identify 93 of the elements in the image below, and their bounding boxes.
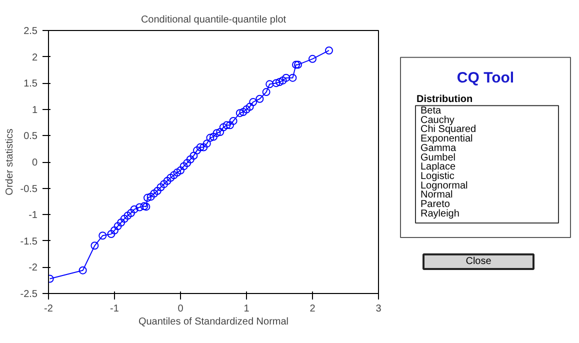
text: Lognormal [420,180,468,192]
point [153,186,162,195]
point [173,168,182,177]
x-tick-label: -1 [110,304,120,314]
point [90,242,99,250]
point [278,76,287,84]
y-tick-label: -1 [28,210,38,222]
point [222,121,231,130]
chart-title: Conditional quantile-quantile plot [140,14,286,26]
text: Gamma [420,142,456,154]
point [262,88,270,96]
point [144,194,152,202]
text: CQ Tool [456,70,514,87]
point [193,146,201,154]
y-tick-label: 0 [32,158,38,168]
x-tick-label: -2 [44,304,54,314]
point [249,98,258,106]
text: Exponential [420,134,473,145]
point [219,123,228,132]
point [156,183,165,192]
point [236,109,244,118]
x-tick-label: 3 [376,304,382,314]
point [288,74,297,82]
point [142,202,150,211]
text: Close [466,256,492,268]
y-axis-title: Order statistics [4,128,16,196]
y-tick-label: 2.5 [24,26,38,37]
point [163,176,172,185]
point [196,143,204,152]
y-tick-label: -0.5 [20,184,38,195]
text: Laplace [420,162,456,173]
x-axis-title: Quantiles of Standardized Normal [138,316,289,328]
text: Distribution [416,94,473,106]
text: Chi Squared [420,124,476,136]
y-tick-label: 1 [32,104,38,116]
point [180,162,188,170]
point [127,209,135,218]
point [160,180,168,188]
point [308,54,316,63]
point [190,152,198,160]
x-tick-label: 1 [244,304,250,314]
point [202,140,211,148]
point [176,166,184,174]
point [212,129,221,138]
y-tick-label: 1.5 [24,78,38,90]
point [229,116,238,125]
y-tick-label: -2 [28,262,38,274]
point [130,205,138,214]
point [110,226,118,234]
point [272,79,280,88]
point [114,222,122,230]
point [206,134,214,142]
point [216,128,224,136]
point [210,132,218,141]
y-tick-label: -1.5 [20,236,38,248]
point [78,266,87,274]
point [183,159,192,168]
text: Gumbel [420,152,456,164]
point [186,155,194,164]
point [239,108,248,116]
y-tick-label: 2 [32,52,38,64]
y-tick-label: -2.5 [20,289,38,300]
point [282,74,290,82]
point [256,94,264,103]
point [226,121,234,130]
x-tick-label: 2 [310,304,316,314]
text: Rayleigh [420,208,460,220]
point [242,105,250,114]
text: Normal [420,190,453,201]
point [117,218,126,226]
point [98,232,107,240]
point [200,143,208,152]
x-tick-label: 0 [178,304,184,314]
point [146,192,155,201]
text: Pareto [420,199,450,210]
point [136,203,144,212]
point [166,174,175,182]
text: Beta [420,106,442,117]
point [170,171,178,180]
point [124,212,132,220]
point [294,60,302,69]
point [276,78,284,86]
point [266,80,274,88]
point [325,46,333,54]
point [107,230,116,238]
point [150,190,158,198]
point [120,214,128,223]
text: Logistic [420,170,454,182]
point [246,102,254,111]
point [140,202,148,210]
y-tick-label: 0.5 [24,131,38,142]
text: Cauchy [420,114,454,126]
point [292,60,300,69]
